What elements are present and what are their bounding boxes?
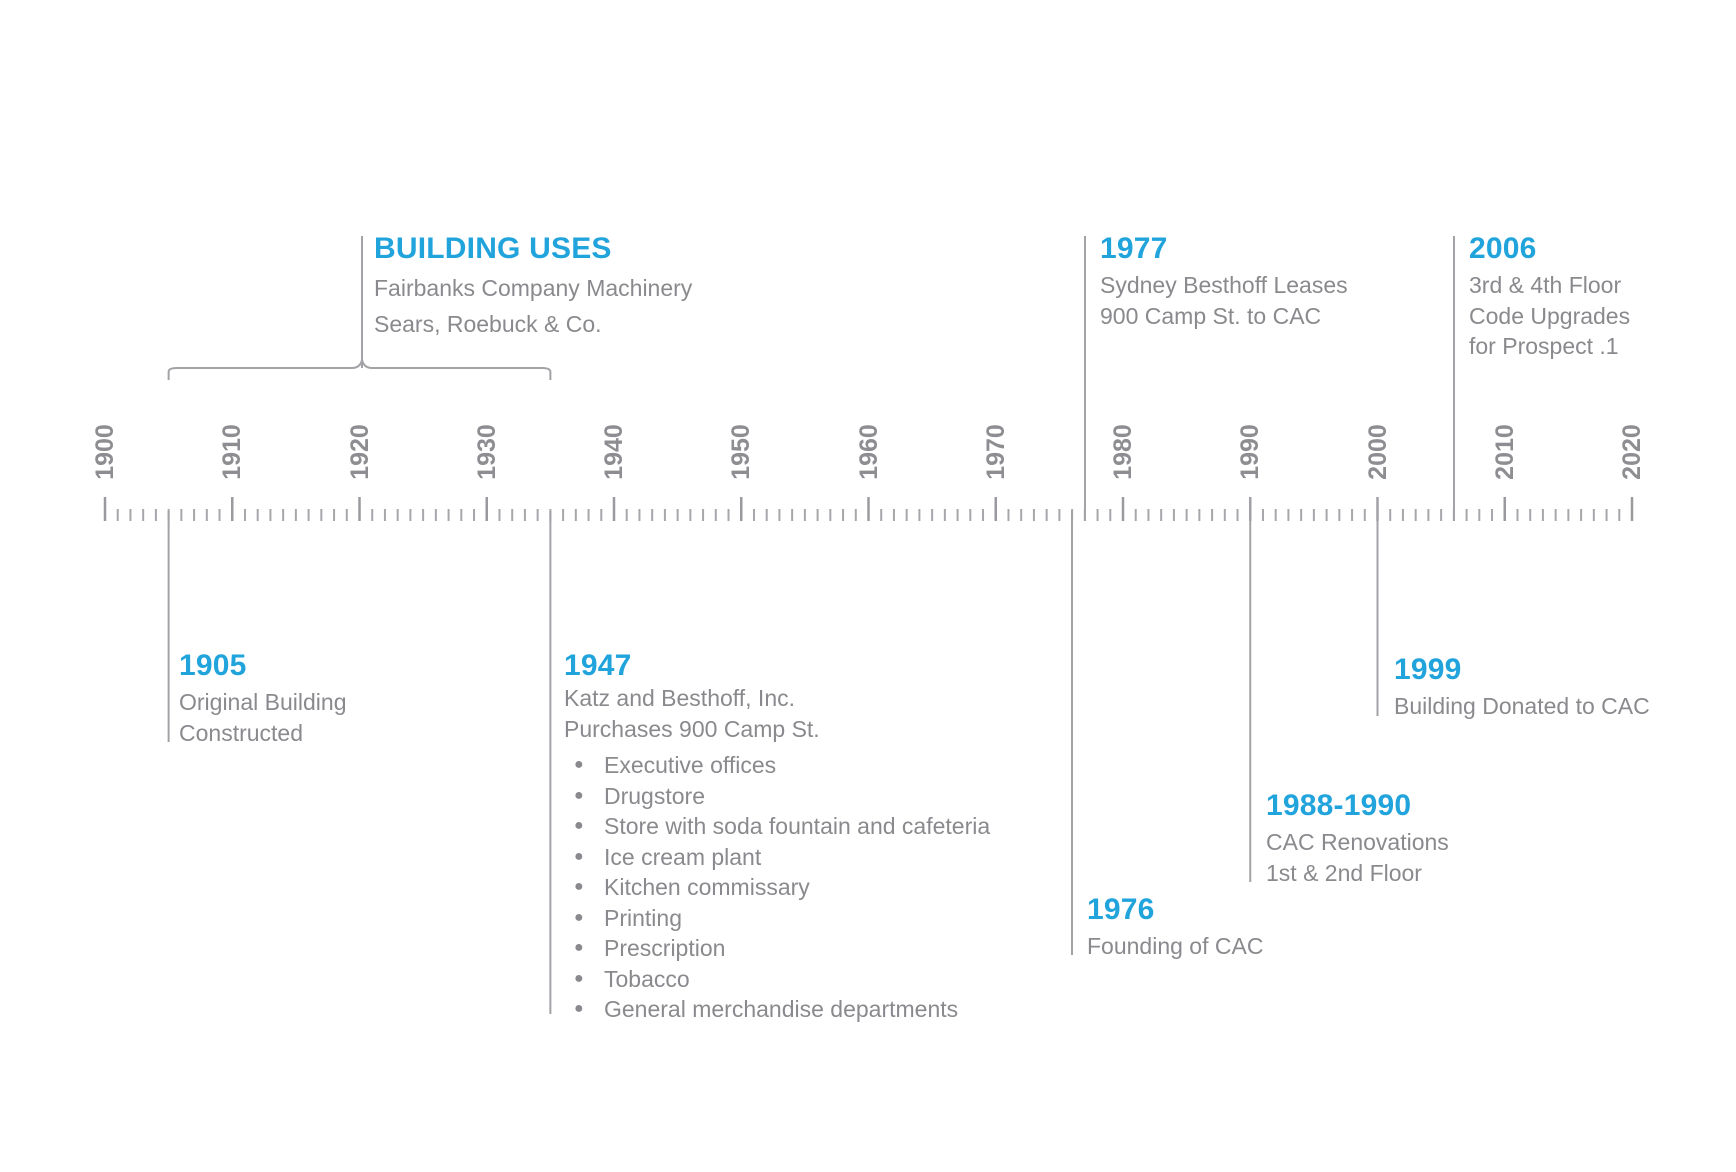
event-1947: 1947 Katz and Besthoff, Inc. Purchases 9… [564, 649, 990, 1025]
event-1999: 1999 Building Donated to CAC [1394, 653, 1650, 722]
event-description: Building Donated to CAC [1394, 693, 1650, 719]
event-description: Katz and Besthoff, Inc. Purchases 900 Ca… [564, 685, 820, 742]
decade-label: 1910 [218, 424, 247, 480]
event-description: Original Building Constructed [179, 689, 347, 746]
event-year: 1976 [1087, 893, 1155, 926]
event-description: Fairbanks Company Machinery Sears, Roebu… [374, 275, 693, 337]
building-uses-list: ● Executive offices ● Drugstore ● Store wit… [564, 750, 990, 1025]
list-item: ● Printing [574, 904, 682, 931]
event-description: Sydney Besthoff Leases 900 Camp St. to C… [1100, 272, 1348, 329]
list-item: ● Ice cream plant [574, 843, 762, 870]
list-item: ● Executive offices [574, 752, 777, 778]
decade-label: 1980 [1109, 424, 1137, 480]
decade-label: 1970 [981, 424, 1010, 480]
decade-label: 1930 [472, 424, 501, 480]
event-year: 1977 [1100, 232, 1168, 265]
decade-label: 1990 [1236, 424, 1265, 480]
event-year: 1999 [1394, 653, 1462, 686]
decade-label: 2000 [1363, 424, 1392, 480]
event-1988-1990: 1988-1990 CAC Renovations 1st & 2nd Floo… [1266, 789, 1449, 888]
event-description: Founding of CAC [1087, 933, 1264, 959]
event-description: 3rd & 4th Floor Code Upgrades for Prospe… [1469, 272, 1631, 359]
event-2006: 2006 3rd & 4th Floor Code Upgrades for P… [1469, 232, 1630, 362]
event-title: BUILDING USES [374, 232, 612, 265]
event-year: 2006 [1469, 232, 1537, 265]
list-item: ● Store with soda fountain and cafeteria [574, 813, 991, 839]
event-1905: 1905 Original Building Constructed [179, 649, 346, 748]
event-year: 1988-1990 [1266, 789, 1412, 822]
list-item: ● General merchandise departments [574, 996, 959, 1022]
list-item: ● Drugstore [574, 782, 705, 809]
list-item: ● Tobacco [574, 965, 690, 992]
event-year: 1905 [179, 649, 247, 682]
list-item: ● Prescription [574, 935, 726, 961]
event-building-uses: BUILDING USES Fairbanks Company Machiner… [374, 232, 692, 342]
event-year: 1947 [564, 649, 632, 682]
decade-label: 2010 [1490, 424, 1519, 480]
event-description: CAC Renovations 1st & 2nd Floor [1266, 829, 1449, 886]
decade-label: 1960 [854, 424, 883, 480]
range-bracket [167, 359, 552, 380]
event-1977: 1977 Sydney Besthoff Leases 900 Camp St.… [1100, 232, 1348, 331]
decade-label: 1920 [345, 424, 374, 480]
decade-label: 1950 [727, 424, 756, 480]
decade-label: 1940 [600, 424, 628, 480]
decade-label: 2020 [1618, 424, 1646, 480]
list-item: ● Kitchen commissary [574, 874, 810, 900]
event-1976: 1976 Founding of CAC [1087, 893, 1263, 962]
decade-label: 1900 [91, 424, 119, 480]
